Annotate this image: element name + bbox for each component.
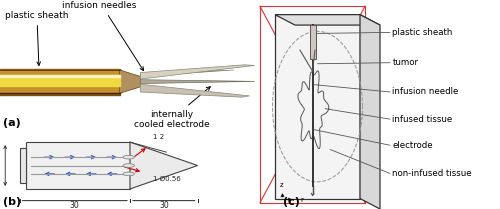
Polygon shape (140, 65, 255, 79)
Text: (a): (a) (2, 118, 21, 128)
Text: plastic sheath: plastic sheath (392, 28, 453, 37)
Text: internally
cooled electrode: internally cooled electrode (134, 87, 210, 129)
Text: 1 2: 1 2 (153, 134, 164, 140)
Polygon shape (275, 15, 360, 199)
Polygon shape (140, 70, 234, 76)
Text: infusion needle: infusion needle (392, 87, 459, 97)
Text: electrode: electrode (392, 141, 433, 150)
Circle shape (123, 155, 134, 159)
Circle shape (123, 164, 134, 167)
Polygon shape (275, 15, 380, 25)
Text: 30: 30 (70, 201, 80, 209)
Polygon shape (140, 80, 255, 84)
Text: expandable
infusion needles: expandable infusion needles (62, 0, 144, 71)
Text: r: r (300, 197, 303, 203)
Text: 30: 30 (159, 201, 168, 209)
Polygon shape (140, 84, 250, 97)
Polygon shape (130, 142, 198, 189)
Text: (c): (c) (282, 197, 300, 207)
Text: plastic sheath: plastic sheath (5, 11, 68, 65)
Polygon shape (360, 15, 380, 209)
Circle shape (123, 172, 134, 176)
Bar (26, 142, 130, 189)
Text: z: z (280, 182, 283, 188)
Text: non-infused tissue: non-infused tissue (392, 169, 472, 178)
Text: (b): (b) (2, 197, 21, 207)
Bar (20, 148, 26, 183)
Bar (310, 25, 316, 59)
Text: 1 Ø0.56: 1 Ø0.56 (154, 176, 181, 182)
Text: infused tissue: infused tissue (392, 115, 453, 124)
Polygon shape (120, 70, 141, 93)
Text: tumor: tumor (392, 58, 418, 67)
